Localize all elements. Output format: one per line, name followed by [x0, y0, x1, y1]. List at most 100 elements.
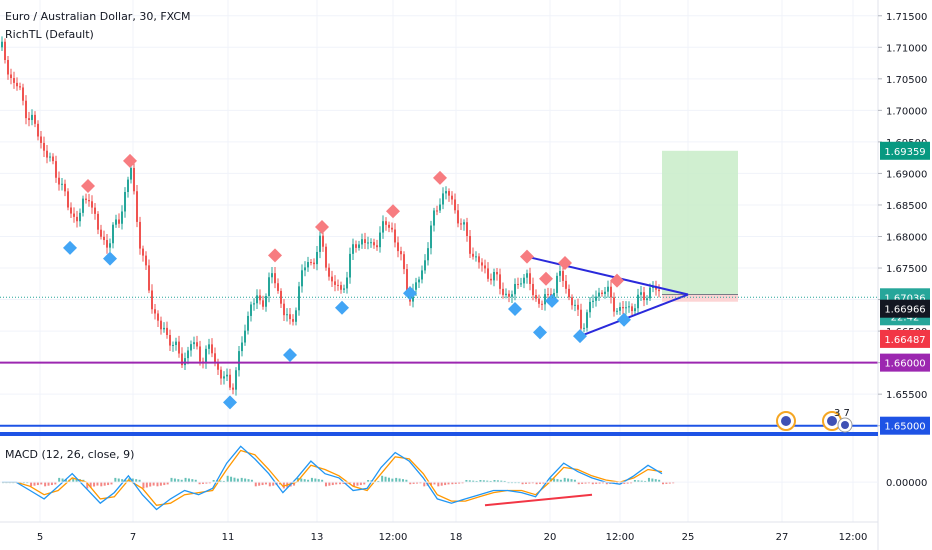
candle-body [400, 251, 402, 254]
pivot-low-marker [508, 302, 522, 316]
candle-body [286, 314, 288, 315]
candle-body [643, 292, 645, 300]
candle-body [505, 294, 507, 295]
candle-body [94, 208, 96, 214]
candle-body [502, 289, 504, 295]
candle-body [484, 265, 486, 268]
candle-body [610, 287, 612, 298]
candle-body [463, 222, 465, 224]
candle-body [319, 236, 321, 252]
position-tool[interactable] [662, 151, 738, 302]
macd-legend[interactable]: MACD (12, 26, close, 9) [5, 448, 134, 461]
macd-histogram-bar [651, 479, 653, 483]
candle-body [205, 349, 207, 363]
pivot-high-marker [268, 248, 282, 262]
macd-histogram-bar [564, 478, 566, 482]
price-label-text: 1.69359 [884, 147, 925, 158]
candle-body [328, 268, 330, 277]
candle-body [271, 273, 273, 277]
candle-body [487, 268, 489, 278]
candle-body [601, 293, 603, 294]
macd-tick-label: 0.00000 [886, 478, 927, 489]
time-tick-label: 20 [544, 532, 557, 543]
candle-body [61, 184, 63, 185]
price-tick-label: 1.65500 [886, 390, 927, 401]
price-tick-label: 1.71500 [886, 12, 927, 23]
candle-body [547, 294, 549, 295]
candle-body [43, 143, 45, 151]
macd-histogram-bar [353, 482, 355, 486]
macd-histogram-bar [100, 482, 102, 486]
macd-histogram-bar [48, 482, 50, 486]
candle-body [19, 86, 21, 87]
candle-body [97, 214, 99, 230]
candle-body [301, 270, 303, 286]
time-axis[interactable]: 5 7 11 13 12:00 18 20 12:00 25 27 12:00 [37, 532, 868, 543]
candle-body [526, 273, 528, 277]
candle-body [121, 211, 123, 223]
candle-body [367, 242, 369, 243]
macd-histogram-bar [160, 482, 162, 486]
candle-body [352, 244, 354, 254]
indicator-legend[interactable]: RichTL (Default) [5, 28, 94, 41]
candle-body [397, 242, 399, 251]
candle-body [55, 161, 57, 178]
macd-histogram-bar [156, 482, 158, 486]
candle-body [433, 210, 435, 225]
macd-histogram-bar [423, 482, 425, 486]
candle-body [577, 305, 579, 310]
candles [1, 36, 660, 395]
candle-body [4, 42, 6, 60]
candle-body [295, 310, 297, 321]
macd-histogram-bar [300, 479, 302, 483]
candle-body [625, 307, 627, 308]
macd-histogram-bar [185, 478, 187, 482]
candle-body [235, 370, 237, 389]
pivot-low-marker [283, 348, 297, 362]
candle-body [304, 267, 306, 270]
candle-body [298, 286, 300, 310]
macd-histogram-bar [30, 482, 32, 486]
macd-histogram-bar [233, 478, 235, 482]
candle-body [151, 291, 153, 310]
candle-body [250, 304, 252, 315]
macd-histogram-bar [385, 477, 387, 482]
candle-body [478, 256, 480, 262]
candle-body [493, 272, 495, 280]
candle-body [229, 375, 231, 388]
candle-body [172, 345, 174, 346]
candle-body [475, 256, 477, 257]
candle-body [589, 302, 591, 312]
candle-body [559, 271, 561, 276]
candle-body [232, 388, 234, 390]
candle-body [163, 328, 165, 329]
candle-body [637, 295, 639, 308]
candle-body [634, 308, 636, 311]
candle-body [193, 342, 195, 344]
time-tick-label: 5 [37, 532, 43, 543]
candle-body [109, 243, 111, 247]
macd-histogram-bar [174, 479, 176, 483]
candle-body [598, 293, 600, 297]
candle-body [373, 242, 375, 245]
candle-body [10, 75, 12, 79]
candle-body [517, 284, 519, 285]
candle-body [130, 168, 132, 180]
candle-body [310, 262, 312, 263]
candle-body [520, 283, 522, 284]
price-tick-label: 1.67500 [886, 264, 927, 275]
macd-histogram-bar [171, 478, 173, 482]
price-tick-label: 1.71000 [886, 43, 927, 54]
candle-body [22, 87, 24, 100]
candle-body [247, 316, 249, 331]
candle-body [361, 239, 363, 244]
candle-body [226, 375, 228, 377]
pane-separator[interactable] [0, 432, 878, 436]
candle-body [580, 310, 582, 329]
flag-au-icon[interactable] [777, 412, 795, 430]
candle-body [112, 225, 114, 244]
candle-body [214, 353, 216, 363]
pivot-high-marker [539, 272, 553, 286]
candle-body [34, 115, 36, 124]
